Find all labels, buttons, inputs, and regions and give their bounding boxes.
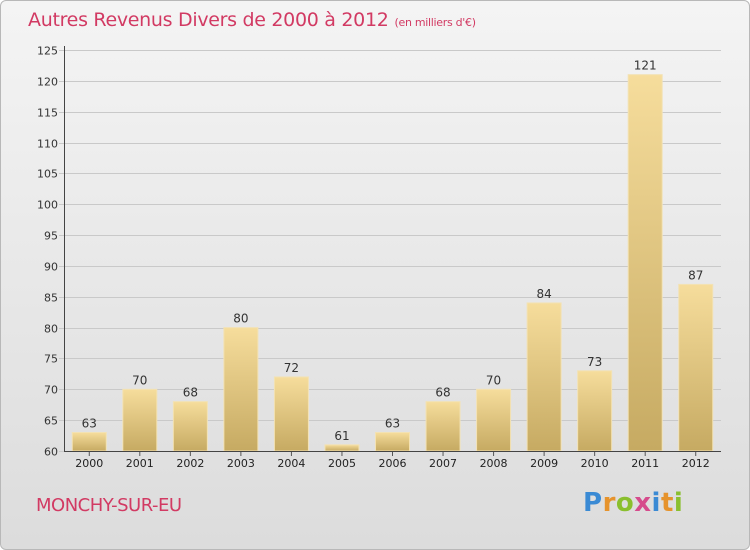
y-tick-label: 90 (44, 261, 58, 274)
data-label: 72 (284, 361, 299, 375)
logo-letter: t (660, 488, 674, 518)
y-tick-label: 95 (44, 230, 58, 243)
y-tick-label: 105 (37, 168, 58, 181)
y-tick-label: 70 (44, 384, 58, 397)
x-tick-label: 2009 (530, 457, 558, 470)
logo-letter: o (615, 488, 635, 518)
gridlines (59, 50, 721, 452)
bar (172, 401, 208, 452)
data-label: 121 (634, 59, 657, 73)
logo-letter: r (602, 488, 616, 518)
y-tick-label: 65 (44, 415, 58, 428)
bar (71, 431, 107, 452)
axes (64, 46, 721, 456)
data-label: 63 (82, 416, 97, 430)
x-tick-label: 2011 (631, 457, 659, 470)
bar (122, 388, 158, 452)
bar (223, 327, 259, 452)
y-tick-label: 115 (37, 107, 58, 120)
x-tick-label: 2012 (682, 457, 710, 470)
x-tick-label: 2008 (480, 457, 508, 470)
labels: 60 65 70 75 80 85 90 95 100 105 110 115 120 125 63 2000… (37, 45, 710, 471)
data-label: 68 (183, 386, 198, 400)
data-label: 87 (688, 268, 703, 282)
x-tick-label: 2001 (126, 457, 154, 470)
bar (273, 376, 309, 452)
x-tick-label: 2007 (429, 457, 457, 470)
location-name: MONCHY-SUR-EU (36, 495, 182, 516)
x-tick-label: 2004 (277, 457, 305, 470)
data-label: 61 (334, 429, 349, 443)
logo-letter: P (583, 488, 603, 518)
data-label: 73 (587, 355, 602, 369)
bars (71, 74, 714, 452)
data-label: 84 (536, 287, 551, 301)
y-tick-label: 80 (44, 323, 58, 336)
logo-letter: i (673, 488, 684, 518)
bar (678, 283, 714, 452)
data-label: 68 (435, 386, 450, 400)
y-tick-label: 75 (44, 353, 58, 366)
bar (324, 444, 360, 452)
bar (375, 431, 410, 452)
proxiti-logo: Proxiti (583, 488, 683, 518)
y-tick-label: 85 (44, 292, 58, 305)
data-label: 63 (385, 416, 400, 430)
x-tick-label: 2003 (227, 457, 255, 470)
data-label: 70 (132, 373, 147, 387)
y-tick-label: 120 (37, 76, 58, 89)
x-tick-label: 2010 (581, 457, 609, 470)
y-tick-label: 60 (44, 446, 58, 459)
data-label: 70 (486, 373, 501, 387)
chart-title-unit: (en milliers d'€) (394, 16, 476, 29)
bar (526, 302, 562, 452)
data-label: 80 (233, 312, 248, 326)
chart-title-text: Autres Revenus Divers de 2000 à 2012 (28, 9, 389, 31)
logo-letter: x (634, 488, 652, 518)
logo-letter: i (651, 488, 661, 518)
y-tick-label: 100 (37, 199, 58, 212)
bar (476, 388, 512, 452)
bar (425, 401, 461, 452)
y-tick-label: 110 (37, 138, 58, 151)
bar (627, 74, 663, 452)
x-tick-label: 2002 (176, 457, 204, 470)
x-tick-label: 2000 (75, 457, 103, 470)
x-tick-label: 2005 (328, 457, 356, 470)
bar (577, 370, 613, 452)
chart-title: Autres Revenus Divers de 2000 à 2012 (en … (28, 9, 476, 31)
x-tick-label: 2006 (379, 457, 407, 470)
y-tick-label: 125 (37, 45, 58, 58)
